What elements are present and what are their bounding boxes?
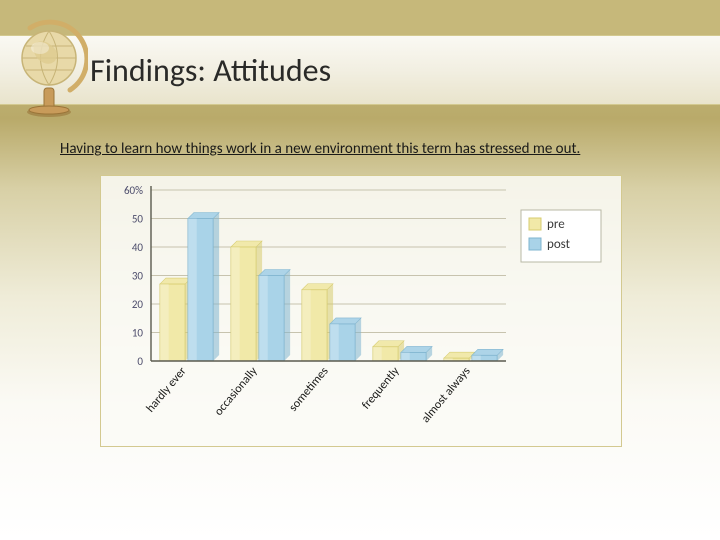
title-bar: Findings: Attitudes <box>0 35 720 105</box>
svg-text:50: 50 <box>132 213 144 226</box>
category-label: frequently <box>359 364 403 412</box>
category-label: occasionally <box>212 364 261 419</box>
page-title: Findings: Attitudes <box>90 51 331 90</box>
category-label: almost always <box>419 364 474 425</box>
legend-label: pre <box>547 217 565 232</box>
svg-text:20: 20 <box>132 298 144 311</box>
subtitle-text: Having to learn how things work in a new… <box>60 140 690 158</box>
svg-text:10: 10 <box>132 327 144 340</box>
globe-decoration <box>10 18 88 118</box>
category-label: sometimes <box>286 364 331 414</box>
svg-text:60%: 60% <box>124 184 143 197</box>
category-label: hardly ever <box>144 365 190 416</box>
svg-text:0: 0 <box>137 355 143 368</box>
bar-chart: 60% 50 40 30 20 10 0hardly ever occasionally som… <box>101 176 621 446</box>
legend-label: post <box>547 237 571 252</box>
slide-root: Findings: Attitudes Having to learn how … <box>0 0 720 540</box>
svg-text:40: 40 <box>132 241 144 254</box>
globe-icon <box>10 18 88 118</box>
chart-container: 60% 50 40 30 20 10 0hardly ever occasionally som… <box>100 175 622 447</box>
svg-text:30: 30 <box>132 270 144 283</box>
